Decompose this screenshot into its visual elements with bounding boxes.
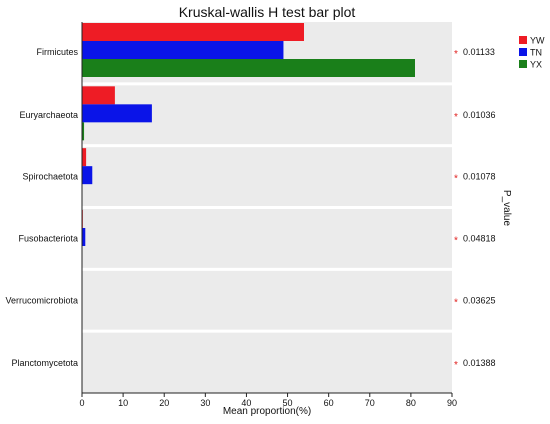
p-value: 0.03625: [463, 295, 496, 305]
bar-yx: [82, 122, 85, 141]
category-label: Euryarchaeota: [19, 110, 78, 120]
x-tick-label: 80: [406, 398, 416, 408]
x-tick-label: 50: [283, 398, 293, 408]
p-value: 0.01388: [463, 358, 496, 368]
category-label: Fusobacteriota: [18, 233, 78, 243]
x-tick-label: 20: [159, 398, 169, 408]
legend-label-tn: TN: [530, 48, 542, 58]
bar-tn: [82, 228, 86, 246]
category-panels: [82, 22, 452, 393]
category-label: Spirochaetota: [22, 172, 78, 182]
significance-marker: *: [454, 49, 458, 60]
x-tick-label: 40: [241, 398, 251, 408]
category-label: Verrucomicrobiota: [5, 295, 78, 305]
x-tick-label: 10: [118, 398, 128, 408]
category-label: Planctomycetota: [11, 358, 78, 368]
significance-marker: *: [454, 112, 458, 123]
bars: [82, 23, 415, 388]
bar-tn: [82, 41, 284, 59]
bar-yw: [82, 148, 87, 167]
bar-tn: [82, 166, 93, 185]
significance-marker: *: [454, 360, 458, 371]
p-value-axis-label: P_value: [501, 190, 512, 227]
category-panel: [82, 209, 452, 268]
x-axis: 0 10 20 30 40 50 60 70 80 90: [79, 22, 457, 408]
x-axis-label: Mean proportion(%): [223, 406, 311, 417]
p-value: 0.01078: [463, 172, 496, 182]
x-tick-label: 90: [447, 398, 457, 408]
category-panel: [82, 147, 452, 206]
category-panel: [82, 332, 452, 393]
bar-yw: [82, 23, 304, 41]
significance-marker: *: [454, 174, 458, 185]
significance-marker: *: [454, 235, 458, 246]
legend-label-yx: YX: [530, 60, 542, 70]
legend-label-yw: YW: [530, 36, 545, 46]
legend: YW TN YX: [519, 36, 545, 70]
x-tick-label: 30: [200, 398, 210, 408]
bar-yw: [82, 86, 115, 105]
bar-tn: [82, 104, 152, 123]
category-panel: [82, 270, 452, 330]
legend-swatch-yx: [519, 60, 527, 68]
category-labels: Firmicutes Euryarchaeota Spirochaetota Fuso…: [5, 47, 78, 368]
p-value-labels: * 0.01133 * 0.01036 * 0.01078 * 0.04818 * 0.03625…: [454, 47, 496, 371]
p-value: 0.04818: [463, 233, 496, 243]
significance-marker: *: [454, 297, 458, 308]
p-value: 0.01133: [463, 47, 495, 57]
x-tick-label: 60: [324, 398, 334, 408]
legend-swatch-tn: [519, 48, 527, 56]
p-value: 0.01036: [463, 110, 496, 120]
x-tick-label: 70: [365, 398, 375, 408]
category-label: Firmicutes: [36, 47, 78, 57]
bar-yx: [82, 59, 415, 77]
chart-title: Kruskal-wallis H test bar plot: [179, 4, 356, 20]
legend-swatch-yw: [519, 36, 527, 44]
x-tick-label: 0: [79, 398, 84, 408]
